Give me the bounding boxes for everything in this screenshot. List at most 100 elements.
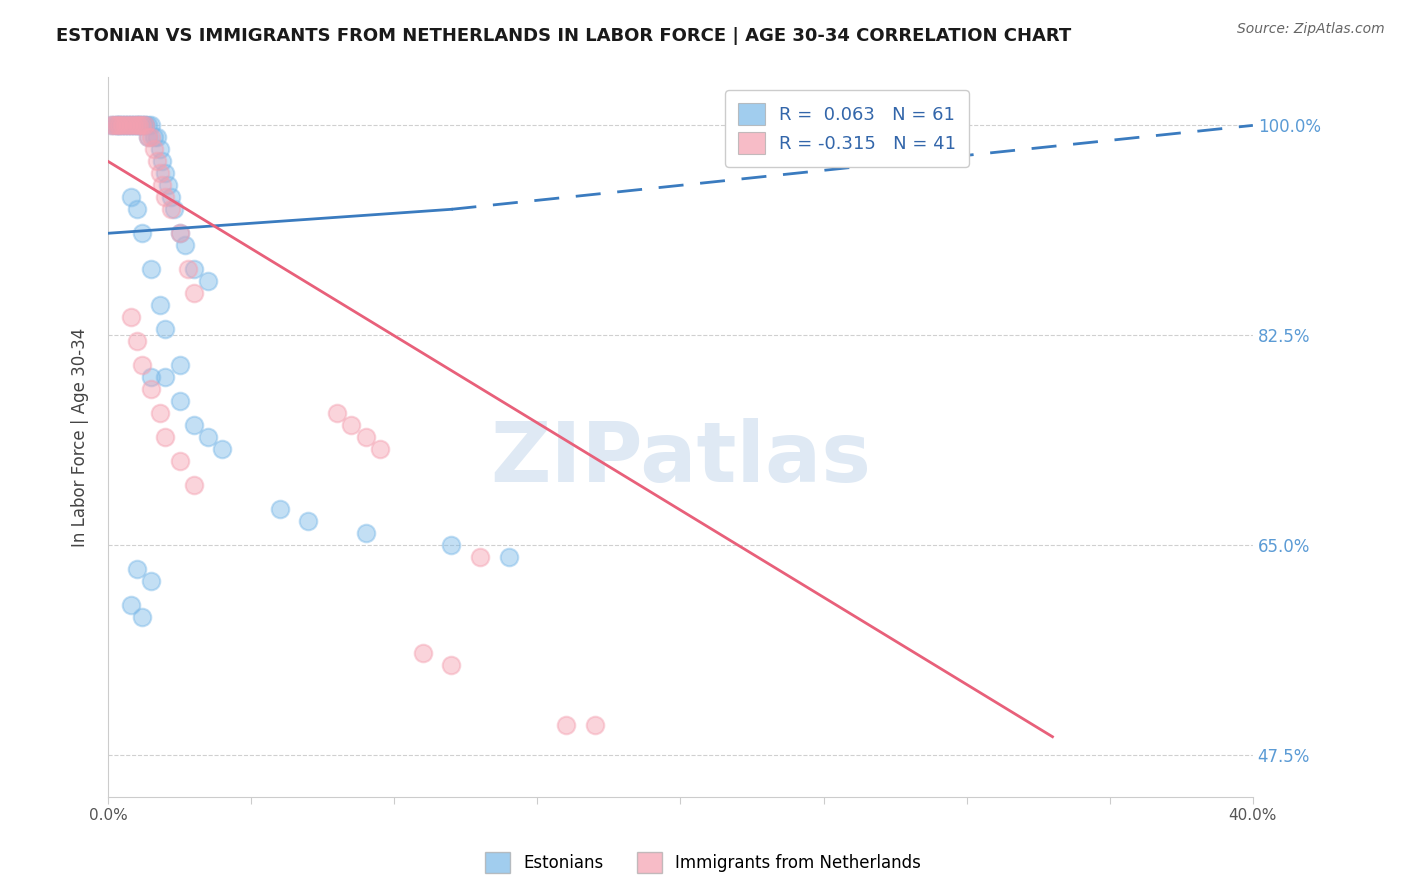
Point bbox=[139, 370, 162, 384]
Point bbox=[169, 227, 191, 241]
Point bbox=[108, 119, 131, 133]
Point bbox=[183, 262, 205, 277]
Point bbox=[148, 406, 170, 420]
Legend: Estonians, Immigrants from Netherlands: Estonians, Immigrants from Netherlands bbox=[478, 846, 928, 880]
Point bbox=[555, 718, 578, 732]
Point bbox=[150, 154, 173, 169]
Point bbox=[197, 274, 219, 288]
Point bbox=[183, 478, 205, 492]
Point bbox=[125, 334, 148, 348]
Point bbox=[122, 119, 145, 133]
Point bbox=[100, 119, 122, 133]
Point bbox=[368, 442, 391, 456]
Point bbox=[125, 202, 148, 217]
Point bbox=[148, 142, 170, 156]
Point bbox=[117, 119, 139, 133]
Point bbox=[100, 119, 122, 133]
Point bbox=[128, 119, 150, 133]
Text: Source: ZipAtlas.com: Source: ZipAtlas.com bbox=[1237, 22, 1385, 37]
Point bbox=[163, 202, 186, 217]
Point bbox=[134, 119, 156, 133]
Point bbox=[134, 119, 156, 133]
Point bbox=[145, 154, 167, 169]
Point bbox=[111, 119, 134, 133]
Point bbox=[136, 130, 159, 145]
Point bbox=[139, 130, 162, 145]
Point bbox=[157, 178, 180, 193]
Point bbox=[148, 166, 170, 180]
Point bbox=[131, 358, 153, 372]
Point bbox=[340, 418, 363, 433]
Point bbox=[125, 119, 148, 133]
Point bbox=[103, 119, 125, 133]
Point bbox=[142, 130, 165, 145]
Point bbox=[122, 119, 145, 133]
Point bbox=[155, 322, 177, 336]
Point bbox=[120, 119, 142, 133]
Point bbox=[128, 119, 150, 133]
Point bbox=[440, 538, 463, 552]
Point bbox=[114, 119, 136, 133]
Point bbox=[155, 190, 177, 204]
Point bbox=[354, 430, 377, 444]
Point bbox=[111, 119, 134, 133]
Point bbox=[131, 119, 153, 133]
Point bbox=[155, 370, 177, 384]
Point bbox=[131, 119, 153, 133]
Point bbox=[105, 119, 128, 133]
Point bbox=[197, 430, 219, 444]
Legend: R =  0.063   N = 61, R = -0.315   N = 41: R = 0.063 N = 61, R = -0.315 N = 41 bbox=[725, 90, 969, 167]
Point bbox=[125, 119, 148, 133]
Point bbox=[155, 166, 177, 180]
Point bbox=[120, 119, 142, 133]
Point bbox=[354, 525, 377, 540]
Point bbox=[155, 430, 177, 444]
Point bbox=[108, 119, 131, 133]
Point bbox=[440, 657, 463, 672]
Point bbox=[105, 119, 128, 133]
Point bbox=[177, 262, 200, 277]
Point bbox=[148, 298, 170, 312]
Point bbox=[269, 502, 291, 516]
Point bbox=[142, 142, 165, 156]
Point bbox=[120, 598, 142, 612]
Point bbox=[131, 227, 153, 241]
Point bbox=[136, 119, 159, 133]
Point bbox=[169, 227, 191, 241]
Point bbox=[114, 119, 136, 133]
Point bbox=[139, 382, 162, 396]
Point bbox=[114, 119, 136, 133]
Point bbox=[120, 190, 142, 204]
Point bbox=[160, 202, 183, 217]
Point bbox=[136, 130, 159, 145]
Point bbox=[125, 562, 148, 576]
Point bbox=[326, 406, 349, 420]
Point bbox=[150, 178, 173, 193]
Point bbox=[125, 119, 148, 133]
Text: ESTONIAN VS IMMIGRANTS FROM NETHERLANDS IN LABOR FORCE | AGE 30-34 CORRELATION C: ESTONIAN VS IMMIGRANTS FROM NETHERLANDS … bbox=[56, 27, 1071, 45]
Point bbox=[211, 442, 233, 456]
Point bbox=[103, 119, 125, 133]
Point bbox=[174, 238, 197, 252]
Point bbox=[111, 119, 134, 133]
Point bbox=[139, 574, 162, 588]
Point bbox=[134, 119, 156, 133]
Point bbox=[583, 718, 606, 732]
Point bbox=[131, 119, 153, 133]
Point bbox=[183, 418, 205, 433]
Point bbox=[145, 130, 167, 145]
Point bbox=[120, 119, 142, 133]
Point bbox=[120, 310, 142, 325]
Point bbox=[297, 514, 319, 528]
Point bbox=[117, 119, 139, 133]
Point bbox=[128, 119, 150, 133]
Point bbox=[122, 119, 145, 133]
Point bbox=[139, 119, 162, 133]
Point bbox=[412, 646, 434, 660]
Point bbox=[183, 286, 205, 301]
Point bbox=[105, 119, 128, 133]
Text: ZIPatlas: ZIPatlas bbox=[489, 418, 870, 500]
Point bbox=[139, 262, 162, 277]
Point bbox=[160, 190, 183, 204]
Point bbox=[169, 394, 191, 409]
